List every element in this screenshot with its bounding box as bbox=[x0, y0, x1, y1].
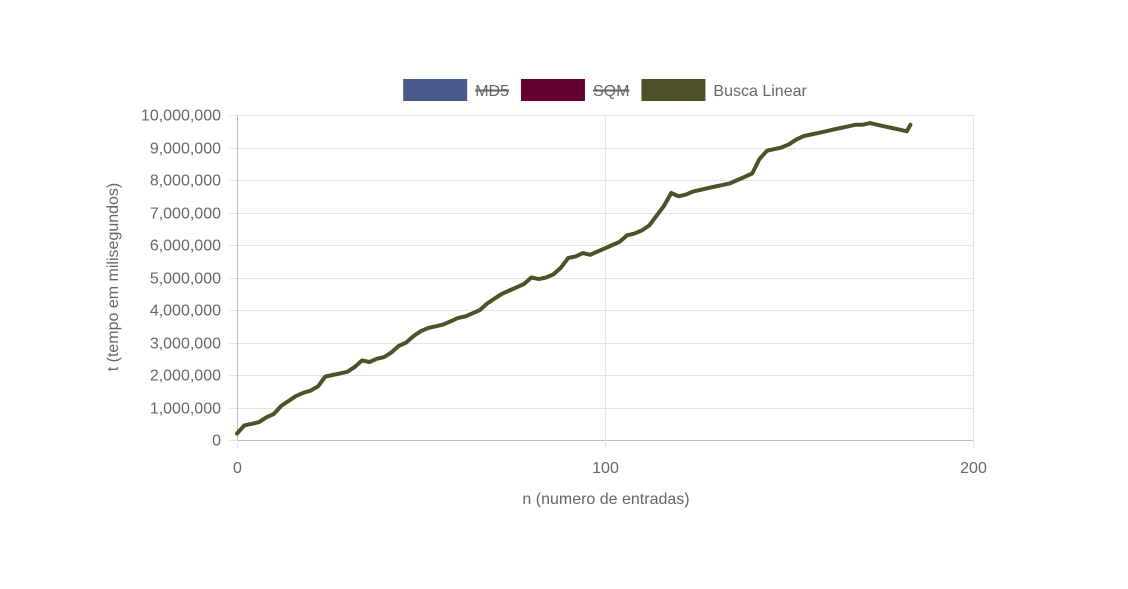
y-tick-label: 3,000,000 bbox=[150, 336, 221, 353]
y-tick-label: 1,000,000 bbox=[150, 401, 221, 418]
x-tick-label: 100 bbox=[592, 460, 619, 477]
x-tick-label: 0 bbox=[233, 460, 242, 477]
legend-item-md5[interactable]: MD5 bbox=[403, 79, 509, 101]
legend-swatch bbox=[641, 79, 706, 101]
legend: MD5 SQM Busca Linear bbox=[403, 79, 807, 101]
y-tick-label: 9,000,000 bbox=[150, 141, 221, 158]
legend-swatch bbox=[520, 79, 585, 101]
axes: 0 1,000,000 2,000,000 3,000,000 4,000,000 5,0… bbox=[141, 108, 987, 478]
legend-swatch bbox=[403, 79, 468, 101]
y-tick-label: 6,000,000 bbox=[150, 238, 221, 255]
y-tick-label: 10,000,000 bbox=[141, 108, 221, 125]
y-tick-label: 4,000,000 bbox=[150, 303, 221, 320]
legend-item-sqm[interactable]: SQM bbox=[520, 79, 630, 101]
y-tick-label: 0 bbox=[212, 433, 221, 450]
x-tick-label: 200 bbox=[960, 460, 987, 477]
legend-label: Busca Linear bbox=[713, 83, 807, 100]
y-tick-label: 8,000,000 bbox=[150, 173, 221, 190]
series bbox=[235, 121, 913, 436]
y-tick-label: 7,000,000 bbox=[150, 206, 221, 223]
y-tick-label: 5,000,000 bbox=[150, 271, 221, 288]
y-axis-title: t (tempo em milisegundos) bbox=[105, 183, 122, 372]
series-line-busca-linear bbox=[235, 121, 913, 436]
x-axis-title: n (numero de entradas) bbox=[522, 491, 689, 508]
grid bbox=[237, 115, 974, 441]
y-tick-label: 2,000,000 bbox=[150, 368, 221, 385]
legend-item-busca-linear[interactable]: Busca Linear bbox=[641, 79, 807, 101]
